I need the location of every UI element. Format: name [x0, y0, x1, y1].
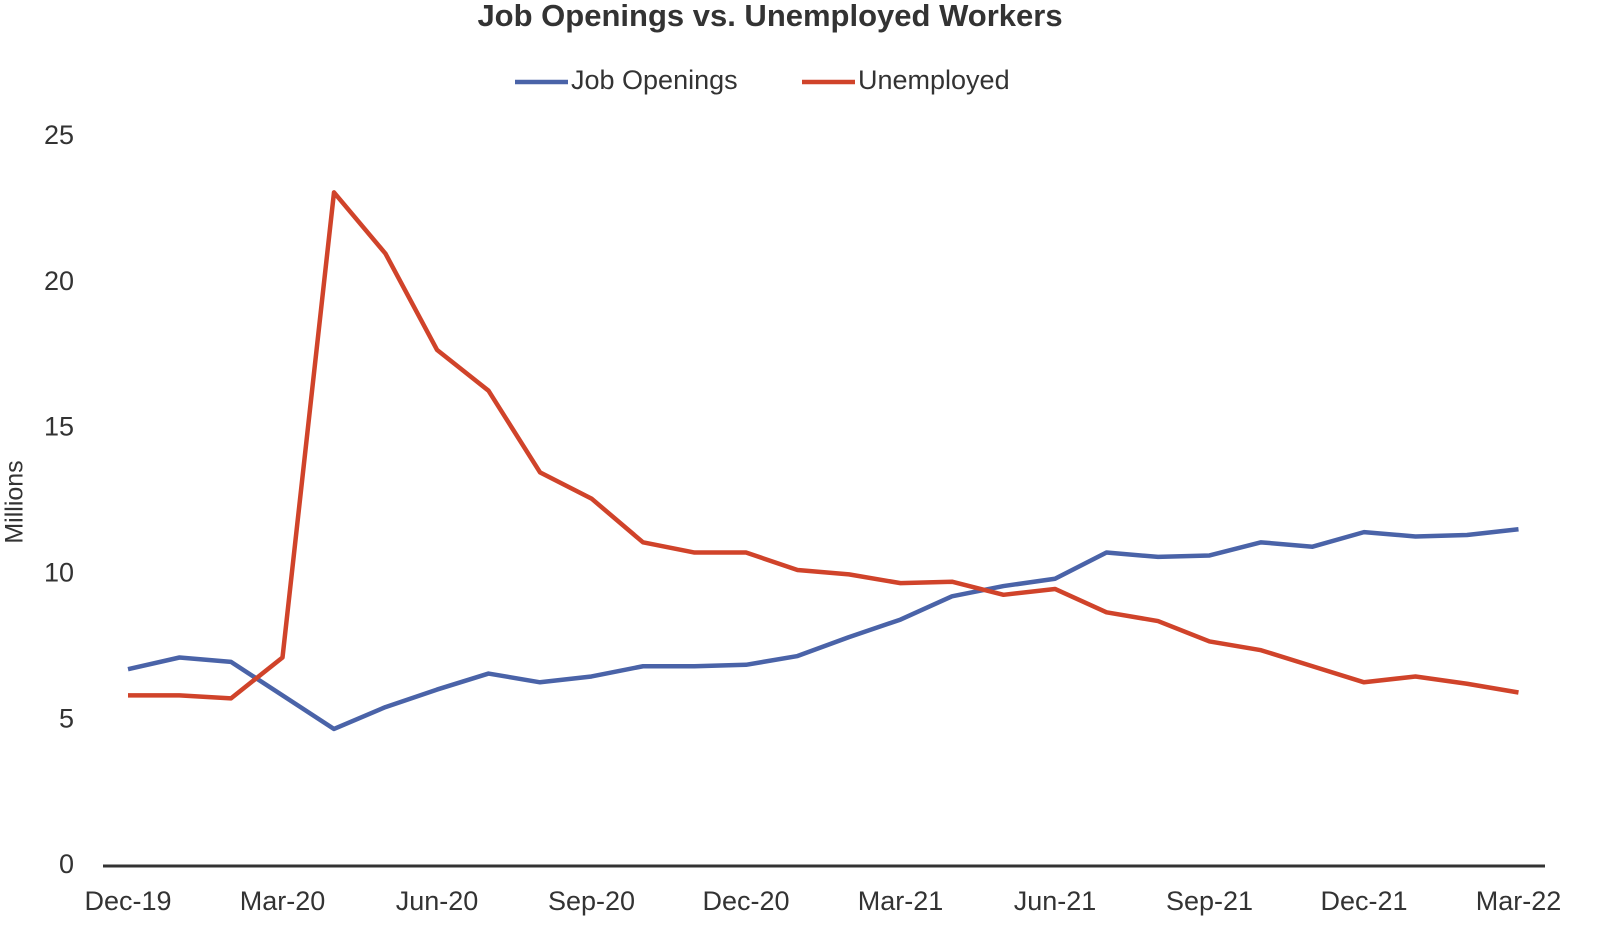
y-tick-label: 5	[59, 703, 74, 733]
y-tick-label: 10	[44, 558, 74, 588]
x-tick-label: Mar-21	[858, 886, 944, 916]
x-tick-label: Dec-20	[702, 886, 789, 916]
y-tick-label: 15	[44, 412, 74, 442]
line-series	[127, 526, 1519, 732]
y-tick-label: 0	[59, 849, 74, 879]
legend-label: Job Openings	[571, 65, 738, 95]
x-tick-label: Dec-21	[1320, 886, 1407, 916]
line-series	[128, 190, 1519, 701]
y-tick-label: 20	[44, 266, 74, 296]
y-tick-label: 25	[44, 120, 74, 150]
x-tick-label: Sep-21	[1166, 886, 1253, 916]
x-tick-label: Mar-20	[240, 886, 326, 916]
chart-title: Job Openings vs. Unemployed Workers	[477, 0, 1062, 33]
x-tick-label: Sep-20	[548, 886, 635, 916]
x-tick-label: Jun-21	[1014, 886, 1097, 916]
legend-label: Unemployed	[858, 65, 1010, 95]
x-tick-label: Jun-20	[396, 886, 479, 916]
y-axis-label: Millions	[1, 460, 29, 543]
x-tick-label: Mar-22	[1476, 886, 1562, 916]
x-tick-label: Dec-19	[84, 886, 171, 916]
